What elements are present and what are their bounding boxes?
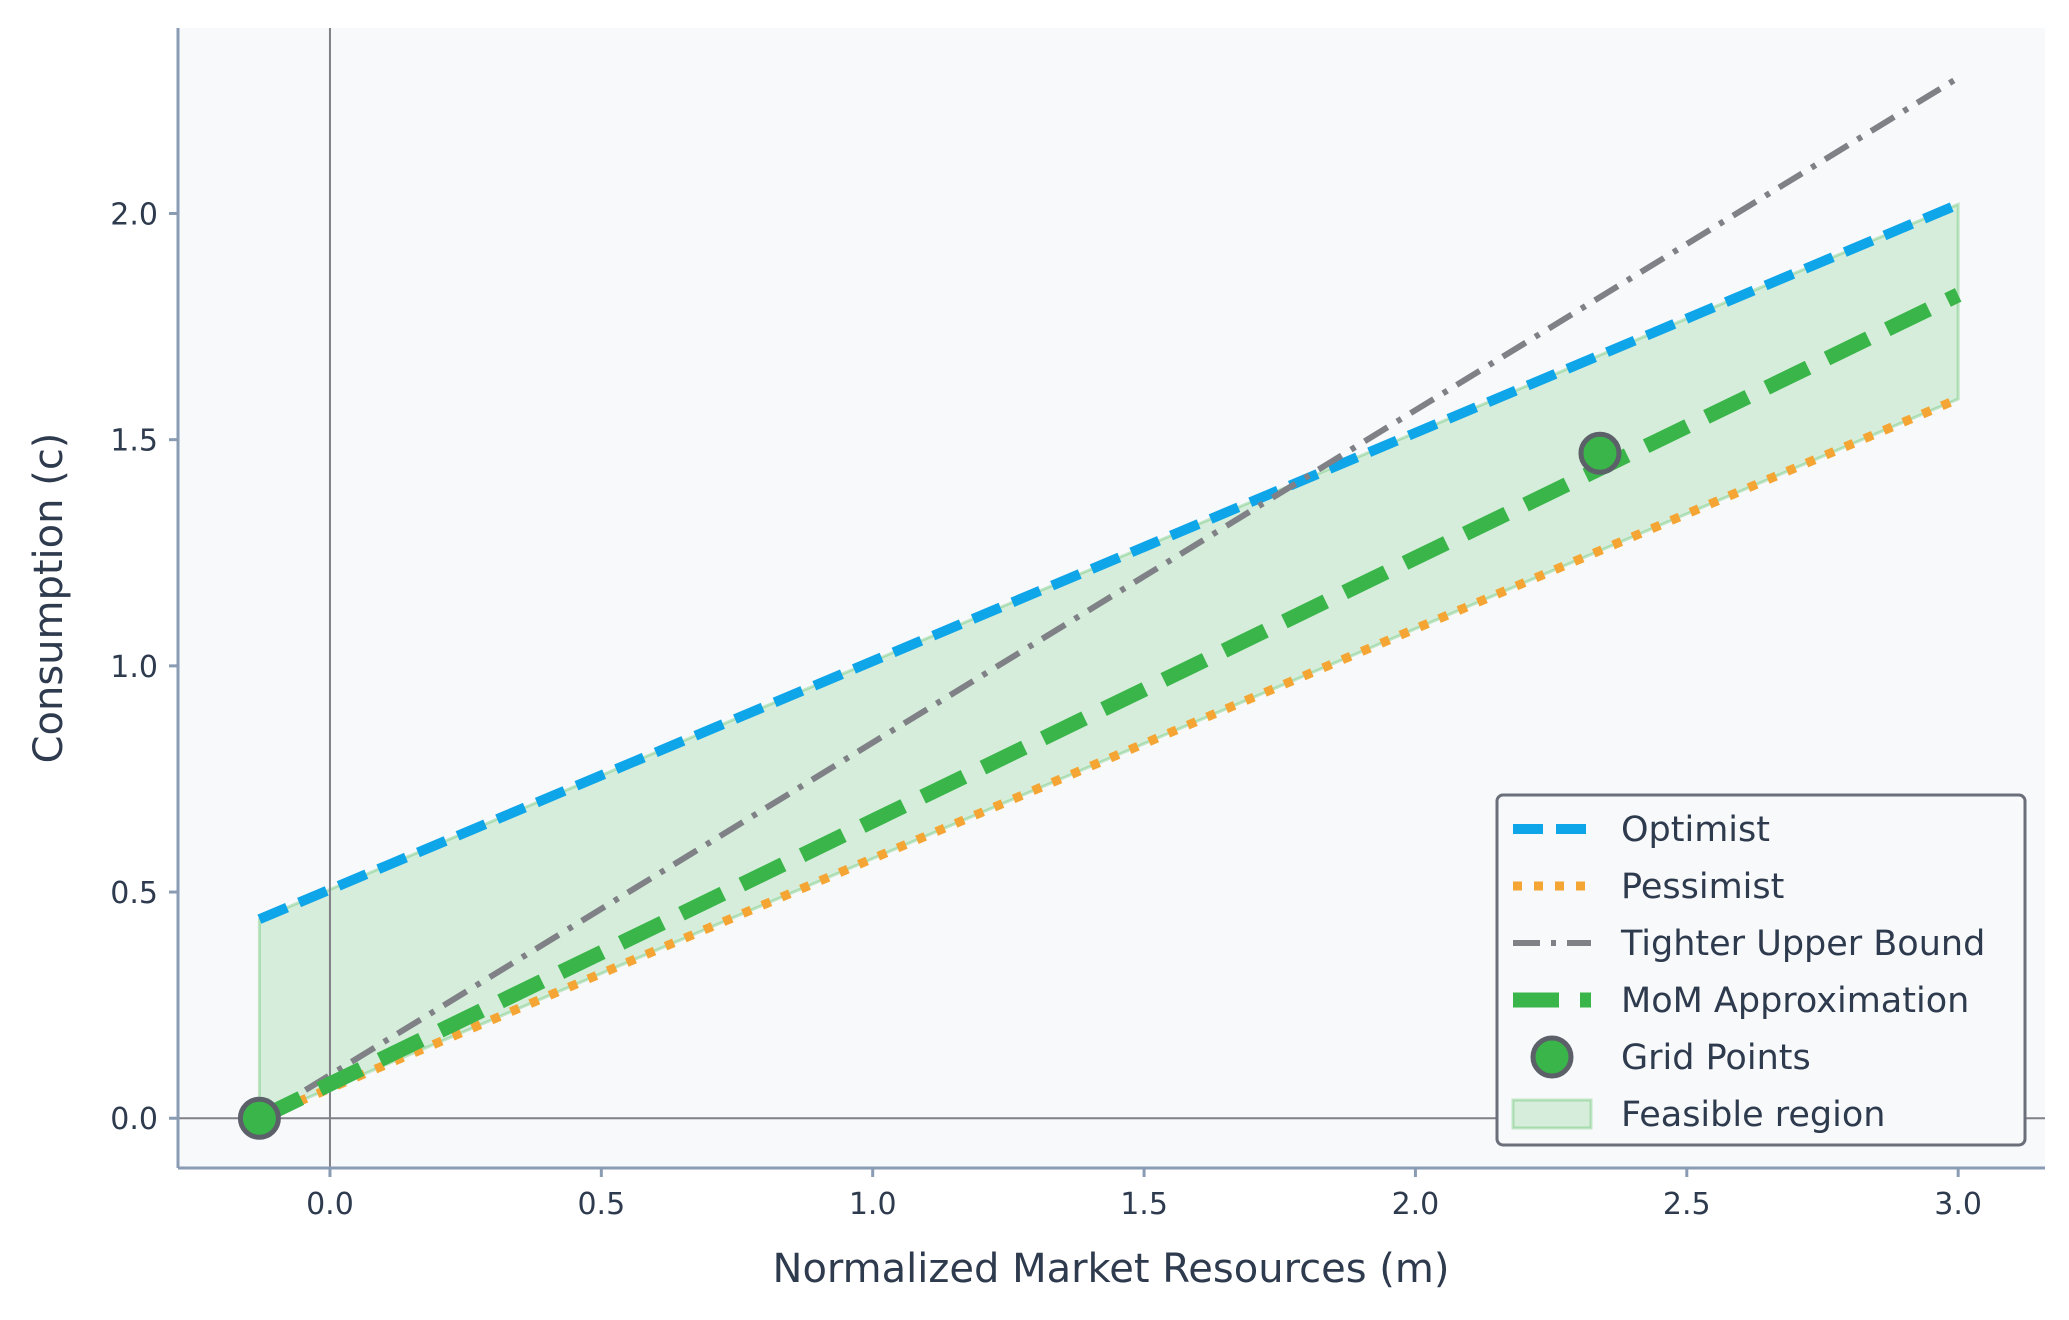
legend: Optimist Pessimist Tighter Upper Bound MoM … (1495, 793, 2027, 1147)
legend-label-pessimist: Pessimist (1621, 867, 1784, 907)
tighter-upper-bound-line (257, 75, 1960, 1121)
x-tick-label: 1.5 (1120, 1187, 1168, 1222)
legend-items: Optimist Pessimist Tighter Upper Bound MoM … (1511, 810, 1985, 1135)
y-tick-label: 2.0 (110, 197, 158, 232)
y-tick-label: 0.5 (110, 876, 158, 911)
x-tick-label: 1.0 (849, 1187, 897, 1222)
series-layer (256, 75, 1962, 1125)
y-tick-label: 1.0 (110, 650, 158, 685)
legend-label-optimist: Optimist (1621, 810, 1770, 850)
legend-label-grid-points: Grid Points (1621, 1038, 1811, 1078)
legend-label-tighter-upper-bound: Tighter Upper Bound (1620, 924, 1985, 964)
legend-label-mom-approximation: MoM Approximation (1621, 981, 1969, 1021)
optimist-line (257, 199, 1961, 924)
x-tick-label: 0.5 (577, 1187, 625, 1222)
x-tick-label: 0.0 (306, 1187, 354, 1222)
legend-label-feasible-region: Feasible region (1621, 1095, 1885, 1135)
y-tick-label: 1.5 (110, 424, 158, 459)
x-tick-label: 2.0 (1392, 1187, 1440, 1222)
legend-swatch-grid-points (1530, 1035, 1574, 1079)
marker-layer (237, 431, 1622, 1140)
pessimist-line (257, 394, 1960, 1123)
legend-frame (1495, 793, 2027, 1147)
x-axis-label: Normalized Market Resources (m) (773, 1246, 1450, 1292)
legend-swatch-feasible-region (1511, 1098, 1593, 1130)
y-axis-label: Consumption (c) (26, 433, 72, 764)
grid-points-point-1 (1578, 431, 1622, 475)
grid-points-point-0 (237, 1096, 281, 1140)
y-axis-ticks: 0.0 0.5 1.0 1.5 2.0 (110, 197, 178, 1137)
x-tick-label: 2.5 (1663, 1187, 1711, 1222)
x-tick-label: 3.0 (1934, 1187, 1982, 1222)
mom-approximation-line (256, 288, 1962, 1125)
y-tick-label: 0.0 (110, 1102, 158, 1137)
x-axis-ticks: 0.0 0.5 1.0 1.5 2.0 2.5 3.0 (306, 1168, 1982, 1222)
